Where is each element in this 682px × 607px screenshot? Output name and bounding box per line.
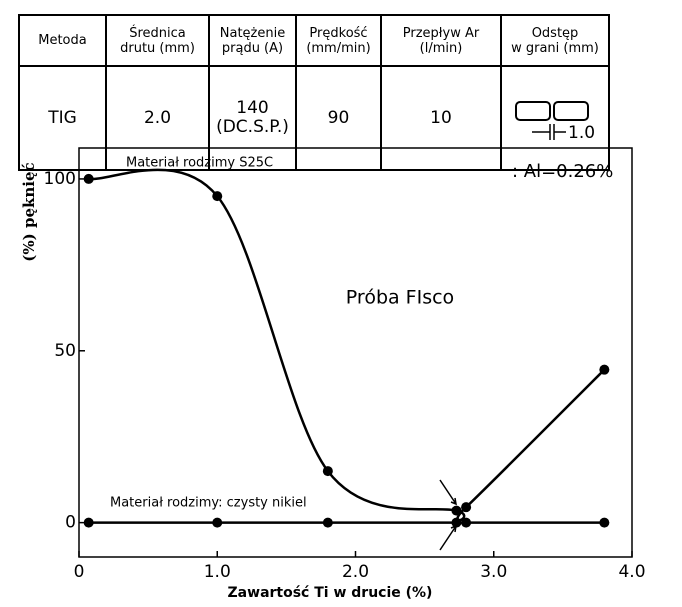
cell: 2.0	[105, 65, 210, 171]
arrow	[439, 524, 457, 551]
x-tick-label: 1.0	[204, 562, 231, 582]
data-point	[599, 364, 610, 375]
x-tick-label: 2.0	[342, 562, 369, 582]
data-point	[461, 502, 472, 513]
y-tick-label: 0	[65, 513, 76, 533]
header-cell: Średnica drutu (mm)	[105, 14, 210, 67]
data-point	[83, 517, 94, 528]
data-row: TIG 2.0 140 (DC.S.P.) 90 10 1.0	[18, 65, 610, 171]
data-point	[451, 517, 462, 528]
cell: 90	[295, 65, 382, 171]
header-cell: Przepływ Ar (l/min)	[380, 14, 502, 67]
cell: TIG	[18, 65, 107, 171]
y-axis-label: (%) pęknięć	[20, 162, 38, 261]
header-cell: Odstęp w grani (mm)	[500, 14, 610, 67]
y-tick-label: 100	[44, 169, 76, 189]
data-point	[212, 517, 223, 528]
header-cell: Metoda	[18, 14, 107, 67]
header-row: Metoda Średnica drutu (mm) Natężenie prą…	[18, 14, 610, 67]
gap-label: 1.0	[568, 123, 595, 143]
data-point	[451, 505, 462, 516]
data-point	[461, 517, 472, 528]
data-point	[599, 517, 610, 528]
arrow	[439, 479, 457, 506]
x-tick-label: 4.0	[618, 562, 645, 582]
plot-frame	[78, 147, 633, 558]
header-cell: Natężenie prądu (A)	[208, 14, 297, 67]
groove-icon: 1.0	[515, 101, 595, 143]
annotation: Próba FIsco	[346, 287, 454, 309]
data-point	[83, 173, 94, 184]
parameter-table: Metoda Średnica drutu (mm) Natężenie prą…	[18, 14, 610, 171]
x-axis-label: Zawartość Ti w drucie (%)	[228, 585, 433, 601]
data-point	[322, 517, 333, 528]
x-tick-label: 0	[74, 562, 85, 582]
data-point	[212, 191, 223, 202]
header-cell: Prędkość (mm/min)	[295, 14, 382, 67]
series-line	[88, 168, 606, 522]
series-label: Materiał rodzimy: czysty nikiel	[110, 496, 307, 511]
x-tick-label: 3.0	[480, 562, 507, 582]
y-tick-label: 50	[54, 341, 76, 361]
data-point	[322, 466, 333, 477]
cell: 10	[380, 65, 502, 171]
groove-cell: 1.0	[500, 65, 610, 171]
cell: 140 (DC.S.P.)	[208, 65, 297, 171]
